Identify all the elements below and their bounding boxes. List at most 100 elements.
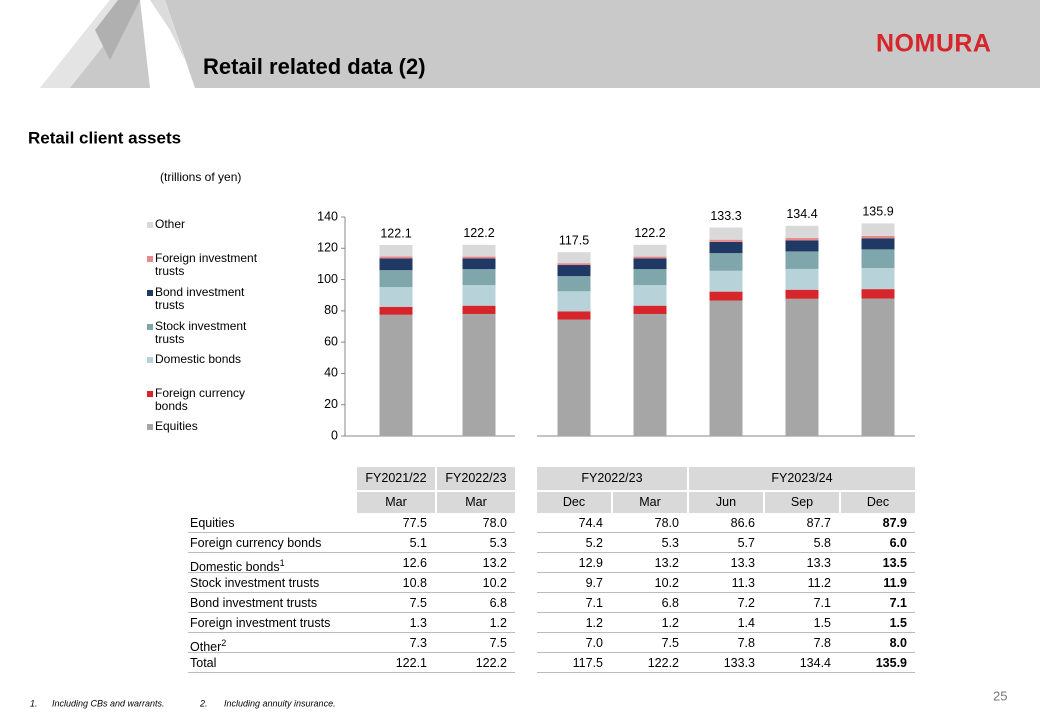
y-tick-label: 80 xyxy=(324,303,338,317)
row-label: Foreign currency bonds xyxy=(188,533,515,553)
bar-segment xyxy=(557,291,591,312)
table-cell: 1.2 xyxy=(661,616,679,630)
table-cell: 87.7 xyxy=(806,516,831,530)
total-label: 133.3 xyxy=(710,209,741,223)
legend-item: Foreign investment trusts xyxy=(147,252,265,278)
table-cell: 122.2 xyxy=(475,656,507,670)
table-cell: 13.2 xyxy=(482,556,507,570)
table-subheader: Mar xyxy=(357,492,435,513)
table-cell: 6.8 xyxy=(661,596,679,610)
table-cell: 7.1 xyxy=(813,596,831,610)
legend-label: Equities xyxy=(155,419,198,433)
page-number: 25 xyxy=(993,688,1007,703)
bar-segment xyxy=(557,263,591,266)
row-rule xyxy=(537,653,915,673)
total-label: 134.4 xyxy=(786,207,817,221)
bar-segment xyxy=(785,240,819,252)
total-label: 122.2 xyxy=(634,226,665,240)
table-cell: 1.2 xyxy=(585,616,603,630)
row-label-text: Equities xyxy=(190,516,235,530)
row-rule xyxy=(537,593,915,613)
table-cell: 11.3 xyxy=(731,576,755,590)
table-cell: 5.1 xyxy=(409,536,427,550)
footnote: Including CBs and warrants. xyxy=(52,698,165,708)
table-cell: 5.2 xyxy=(585,536,603,550)
row-label: Stock investment trusts xyxy=(188,573,515,593)
table-cell: 13.2 xyxy=(654,556,679,570)
table-subheader: Dec xyxy=(841,492,915,513)
table-cell: 5.3 xyxy=(489,536,507,550)
bar-segment xyxy=(462,305,496,314)
header-stripe xyxy=(0,0,110,88)
bar-segment xyxy=(462,258,496,270)
table-cell: 7.5 xyxy=(661,636,679,650)
table-cell: 13.3 xyxy=(730,556,755,570)
bar-segment xyxy=(633,305,667,314)
bar-segment xyxy=(861,238,895,250)
page-title: Retail related data (2) xyxy=(203,54,426,79)
table-cell: 7.5 xyxy=(409,596,427,610)
table-cell: 74.4 xyxy=(578,516,603,530)
table-cell: 122.1 xyxy=(395,656,427,670)
y-tick-label: 60 xyxy=(324,334,338,348)
bar-segment xyxy=(557,265,591,277)
bar-segment xyxy=(785,268,819,290)
table-cell: 1.5 xyxy=(813,616,831,630)
bar-segment xyxy=(462,256,496,259)
row-label: Domestic bonds1 xyxy=(188,553,515,574)
footnote-mark: 2. xyxy=(199,698,208,708)
y-tick-label: 20 xyxy=(324,397,338,411)
legend-label: Bond investment trusts xyxy=(155,285,245,312)
table-cell: 1.5 xyxy=(889,616,907,630)
bar-segment xyxy=(379,256,413,259)
table-cell: 7.8 xyxy=(737,636,755,650)
table-cell: 7.2 xyxy=(737,596,755,610)
table-cell: 12.6 xyxy=(402,556,427,570)
table-cell: 7.3 xyxy=(409,636,427,650)
total-label: 135.9 xyxy=(862,205,893,219)
legend-label: Stock investment trusts xyxy=(155,319,247,346)
table-cell: 7.1 xyxy=(889,596,907,610)
table-subheader: Sep xyxy=(765,492,839,513)
bar-segment xyxy=(709,253,743,271)
y-tick-label: 40 xyxy=(324,366,338,380)
bar-segment xyxy=(557,311,591,320)
y-tick-label: 0 xyxy=(331,428,338,442)
row-label: Other2 xyxy=(188,633,515,654)
table-header: FY2022/23 xyxy=(537,467,687,490)
bar-segment xyxy=(785,289,819,299)
table-cell: 135.9 xyxy=(875,656,907,670)
legend-swatch xyxy=(147,391,153,397)
unit-label: (trillions of yen) xyxy=(160,170,241,184)
bar-segment xyxy=(557,276,591,292)
legend-label: Foreign currency bonds xyxy=(155,386,246,413)
logo: NOMURA xyxy=(876,30,992,58)
bar-segment xyxy=(379,270,413,288)
bar-segment xyxy=(709,241,743,254)
row-label: Foreign investment trusts xyxy=(188,613,515,633)
table-cell: 11.9 xyxy=(883,576,907,590)
bar-segment xyxy=(633,244,667,257)
table-cell: 133.3 xyxy=(723,656,755,670)
table-cell: 5.7 xyxy=(737,536,755,550)
bar-segment xyxy=(861,298,895,436)
table-cell: 7.8 xyxy=(813,636,831,650)
bar-segment xyxy=(861,223,895,236)
footnote-mark: 1. xyxy=(30,698,38,708)
table-header: FY2021/22 xyxy=(357,467,435,490)
table-cell: 9.7 xyxy=(585,576,603,590)
table-cell: 13.5 xyxy=(882,556,907,570)
section-title: Retail client assets xyxy=(28,128,181,147)
table-cell: 77.5 xyxy=(402,516,427,530)
legend-swatch xyxy=(147,324,153,330)
y-tick-label: 100 xyxy=(317,272,338,286)
table-cell: 78.0 xyxy=(654,516,679,530)
bar-segment xyxy=(709,239,743,242)
row-rule xyxy=(537,573,915,593)
table-cell: 10.8 xyxy=(402,576,427,590)
row-rule xyxy=(537,633,915,653)
legend-label: Other xyxy=(155,217,186,231)
table-cell: 5.8 xyxy=(813,536,831,550)
bar-segment xyxy=(633,256,667,259)
